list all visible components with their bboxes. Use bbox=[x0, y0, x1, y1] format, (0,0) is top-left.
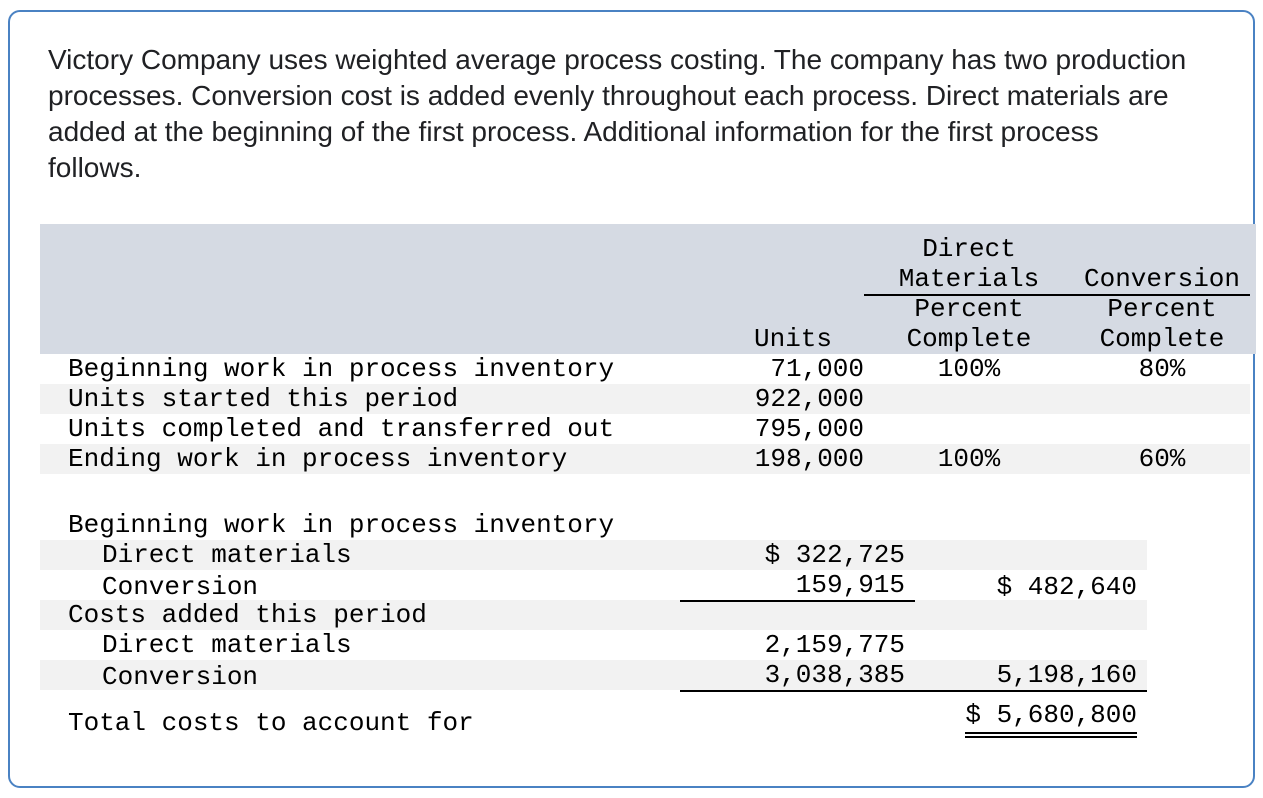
conversion-header: Conversion bbox=[1074, 264, 1250, 296]
amount-col2: $ 482,640 bbox=[996, 572, 1137, 602]
row-label: Units completed and transferred out bbox=[68, 414, 615, 444]
units-value: 922,000 bbox=[754, 384, 864, 414]
dm-percent-label: Percent bbox=[914, 294, 1024, 324]
unit-row: Beginning work in process inventory 71,0… bbox=[40, 354, 1250, 384]
units-section: Beginning work in process inventory 71,0… bbox=[40, 354, 1253, 474]
row-label: Beginning work in process inventory bbox=[68, 354, 615, 384]
cost-row: Conversion 159,915 $ 482,640 bbox=[40, 570, 1147, 602]
units-header: Units bbox=[753, 324, 832, 354]
process-costing-table: Direct Materials Conversion Percent Perc… bbox=[40, 224, 1256, 738]
row-label: Units started this period bbox=[68, 384, 459, 414]
costs-section: Beginning work in process inventory Dire… bbox=[40, 510, 1253, 738]
row-label: Costs added this period bbox=[68, 600, 427, 630]
conv-percent-value: 60% bbox=[1138, 444, 1186, 474]
amount-col1: 3,038,385 bbox=[680, 660, 915, 692]
header-row-3: Percent Percent bbox=[40, 294, 1250, 324]
amount-col2: $ 5,680,800 bbox=[915, 700, 1147, 738]
amount-col1: $ 322,725 bbox=[764, 540, 905, 570]
amount-col1: 2,159,775 bbox=[764, 630, 905, 660]
amount-col1: 159,915 bbox=[680, 570, 915, 602]
conv-percent-value: 80% bbox=[1138, 354, 1186, 384]
cost-row: Costs added this period bbox=[40, 600, 1147, 630]
row-label: Direct materials bbox=[102, 630, 352, 660]
row-label: Total costs to account for bbox=[68, 708, 474, 738]
cost-row: Conversion 3,038,385 5,198,160 bbox=[40, 660, 1147, 692]
direct-materials-header-line1: Direct bbox=[922, 234, 1016, 264]
total-amount: $ 5,680,800 bbox=[965, 700, 1137, 738]
row-label: Beginning work in process inventory bbox=[68, 510, 615, 540]
conv-complete-label: Complete bbox=[1099, 324, 1225, 354]
row-label: Ending work in process inventory bbox=[68, 444, 568, 474]
header-row-2: Materials Conversion bbox=[40, 264, 1250, 296]
problem-panel: Victory Company uses weighted average pr… bbox=[8, 10, 1256, 788]
header-row-1: Direct bbox=[40, 234, 1250, 264]
total-row: Total costs to account for $ 5,680,800 bbox=[40, 700, 1147, 738]
conv-percent-label: Percent bbox=[1107, 294, 1217, 324]
units-value: 71,000 bbox=[770, 354, 864, 384]
row-label: Conversion bbox=[102, 662, 259, 692]
table-header: Direct Materials Conversion Percent Perc… bbox=[40, 224, 1256, 354]
amount-col2: 5,198,160 bbox=[915, 660, 1147, 692]
unit-row: Units started this period 922,000 bbox=[40, 384, 1250, 414]
header-row-4: Units Complete Complete bbox=[40, 324, 1250, 354]
units-value: 198,000 bbox=[754, 444, 864, 474]
dm-complete-label: Complete bbox=[906, 324, 1032, 354]
cost-row: Direct materials $ 322,725 bbox=[40, 540, 1147, 570]
cost-row: Direct materials 2,159,775 bbox=[40, 630, 1147, 660]
direct-materials-header-line2: Materials bbox=[864, 264, 1074, 296]
dm-percent-value: 100% bbox=[937, 444, 1001, 474]
row-label: Conversion bbox=[102, 572, 259, 602]
problem-statement: Victory Company uses weighted average pr… bbox=[48, 44, 1187, 183]
dm-percent-value: 100% bbox=[937, 354, 1001, 384]
unit-row: Ending work in process inventory 198,000… bbox=[40, 444, 1250, 474]
unit-row: Units completed and transferred out 795,… bbox=[40, 414, 1250, 444]
cost-row: Beginning work in process inventory bbox=[40, 510, 1147, 540]
row-label: Direct materials bbox=[102, 540, 352, 570]
units-value: 795,000 bbox=[754, 414, 864, 444]
